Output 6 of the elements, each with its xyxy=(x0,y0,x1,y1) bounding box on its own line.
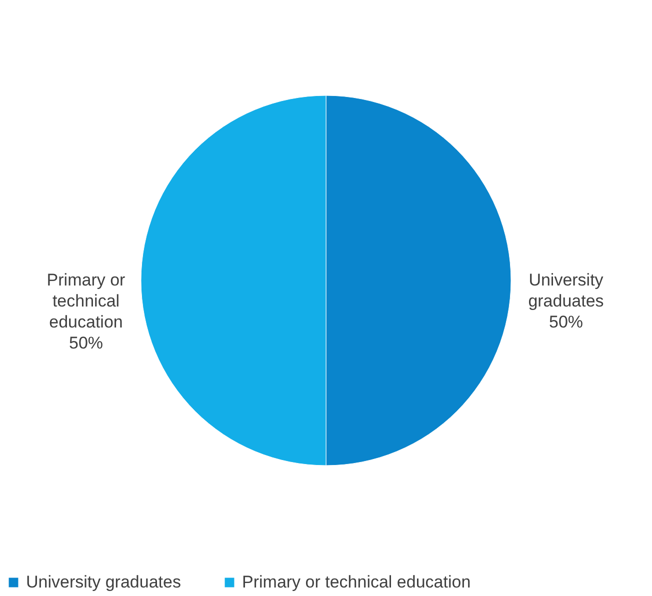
data-label: 50% xyxy=(68,334,104,352)
legend-label: University graduates xyxy=(26,572,181,592)
legend-label: Primary or technical education xyxy=(242,572,471,592)
slice-label: Primary or technical education xyxy=(46,270,126,332)
slice-label: University graduates xyxy=(528,270,604,310)
data-label: 50% xyxy=(548,312,584,332)
